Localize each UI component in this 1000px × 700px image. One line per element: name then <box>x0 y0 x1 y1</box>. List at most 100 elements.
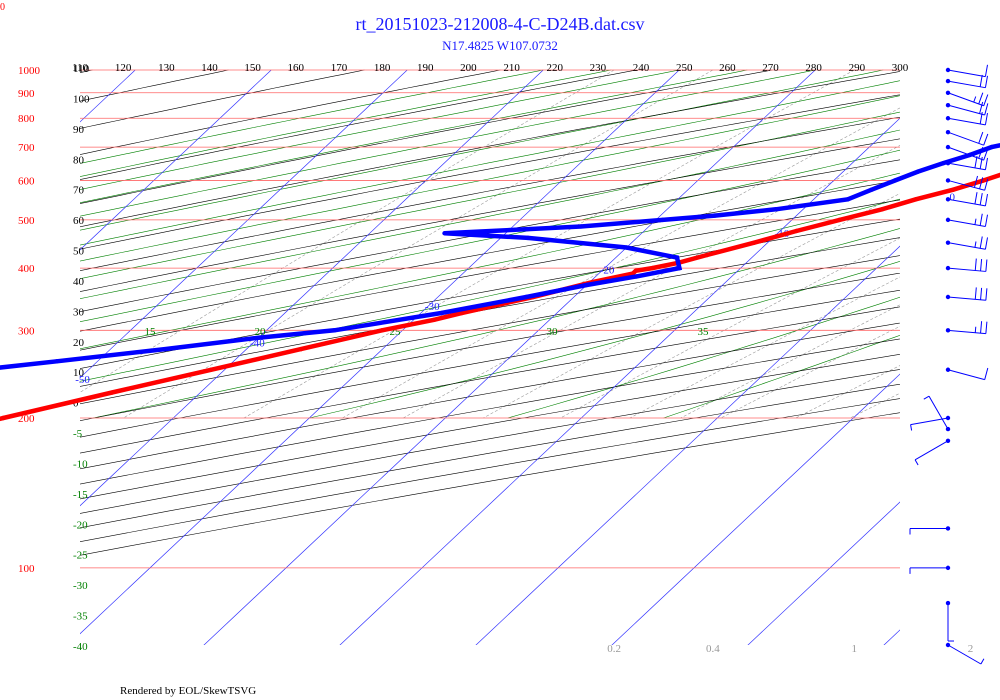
wind-barb-point <box>945 642 951 648</box>
dewpoint-point <box>584 282 589 288</box>
left-scale-label: -35 <box>73 611 88 623</box>
mixing-ratio-label: 0.2 <box>607 643 621 655</box>
dewpoint-point <box>941 160 946 166</box>
dewpoint-point <box>525 235 531 241</box>
isotherm-label: 0 <box>949 191 955 203</box>
dry-adiabat-label: 300 <box>892 62 909 74</box>
left-scale-label: -30 <box>73 580 88 592</box>
wind-barb-point <box>945 102 951 108</box>
wind-barb-staff <box>947 131 984 146</box>
moist-adiabat-line <box>80 80 900 246</box>
dewpoint-point <box>892 178 898 183</box>
wind-barb-point <box>945 116 951 121</box>
temperature-point <box>459 310 464 316</box>
left-scale-label: -10 <box>73 458 88 470</box>
dewpoint-point <box>524 294 529 300</box>
dewpoint-point <box>845 197 851 202</box>
left-scale-label: -40 <box>73 641 88 653</box>
wind-barb-point <box>945 90 951 95</box>
wind-barb-feather <box>984 64 988 77</box>
dry-adiabat-line <box>80 237 900 387</box>
temperature-point <box>431 317 437 322</box>
dry-adiabat-line <box>80 138 900 292</box>
left-scale-label: 100 <box>73 93 90 105</box>
isotherm-line <box>80 69 272 251</box>
dry-adiabat-line <box>80 71 900 228</box>
wind-barb-feather <box>974 155 978 168</box>
dewpoint-point <box>660 217 665 223</box>
theta-e-label: 20 <box>255 326 267 338</box>
left-scale-label: -15 <box>73 489 88 501</box>
theta-e-label: 35 <box>698 326 710 338</box>
theta-e-label: 25 <box>390 326 402 338</box>
temperature-point <box>650 265 655 271</box>
temperature-point <box>879 207 885 212</box>
wind-barb-point <box>945 415 951 421</box>
dewpoint-point <box>162 346 168 352</box>
isotherms <box>80 69 900 645</box>
mixing-ratio-label: 2 <box>968 643 974 655</box>
wind-barb-feather <box>979 74 983 87</box>
dewpoint-point <box>677 265 682 271</box>
temperature-series <box>0 172 1000 422</box>
wind-barb-feather <box>984 178 989 191</box>
dry-adiabat-label: 180 <box>374 62 391 74</box>
wind-barb-point <box>945 265 951 271</box>
wind-barb-feather <box>980 658 985 665</box>
isobar-label: 600 <box>18 175 35 187</box>
mixing-ratio-line <box>80 69 615 393</box>
dry-adiabats <box>80 69 900 556</box>
wind-barb-point <box>945 178 951 183</box>
wind-barb-feather <box>985 288 988 301</box>
wind-barb-feather <box>973 96 977 103</box>
dewpoint-line <box>0 142 1000 370</box>
moist-adiabat-line <box>80 69 612 177</box>
wind-barb-feather <box>984 103 989 116</box>
dry-adiabat-line <box>80 398 900 542</box>
temperature-line <box>0 172 1000 422</box>
isobar-label: 900 <box>18 88 35 100</box>
isotherm-line <box>80 69 544 507</box>
footer-credit: Rendered by EOL/SkewTSVG <box>120 685 256 697</box>
wind-barb-feather <box>979 177 984 190</box>
wind-barb-feather <box>974 287 977 300</box>
wind-barb-staff <box>947 117 986 126</box>
wind-barb-feather <box>980 287 983 300</box>
wind-barb-point <box>945 197 951 202</box>
isotherm-line <box>475 245 900 645</box>
wind-barb-point <box>945 240 951 245</box>
dry-adiabat-line <box>80 383 900 529</box>
wind-barb-point <box>945 78 951 84</box>
wind-barb-feather <box>979 112 983 125</box>
wind-barb-staff <box>947 369 985 381</box>
isotherm-line <box>203 69 816 645</box>
isotherm-line <box>883 629 900 645</box>
dry-adiabat-label: 170 <box>331 62 348 74</box>
left-scale-label: 30 <box>73 306 85 318</box>
left-scale-label: 10 <box>73 367 85 379</box>
wind-barb-feather <box>985 321 988 334</box>
wind-barb-feather <box>979 213 983 226</box>
isotherm-line <box>611 373 900 645</box>
dewpoint-point <box>439 310 444 316</box>
dry-adiabat-label: 220 <box>546 62 563 74</box>
left-scale-label: -20 <box>73 519 88 531</box>
isobar-label: 400 <box>18 263 35 275</box>
wind-barb-feather <box>914 459 919 466</box>
left-scale-label: 110 <box>73 63 90 75</box>
isobar-label: 700 <box>18 142 35 154</box>
wind-barb-feather <box>979 101 984 114</box>
moist-adiabat-line <box>80 198 900 382</box>
isotherm-label: -30 <box>425 301 440 313</box>
temperature-point <box>379 328 385 333</box>
dry-adiabat-label: 240 <box>633 62 650 74</box>
temperature-point <box>298 346 304 352</box>
wind-barb-feather <box>974 192 978 205</box>
moist-adiabat-line <box>507 296 900 419</box>
left-scale-label: 90 <box>73 124 85 136</box>
isobar-label: 500 <box>18 215 35 227</box>
wind-barb-point <box>945 367 951 372</box>
wind-barb-point <box>945 565 951 571</box>
dewpoint-point <box>989 144 994 150</box>
dry-adiabat-label: 140 <box>201 62 218 74</box>
